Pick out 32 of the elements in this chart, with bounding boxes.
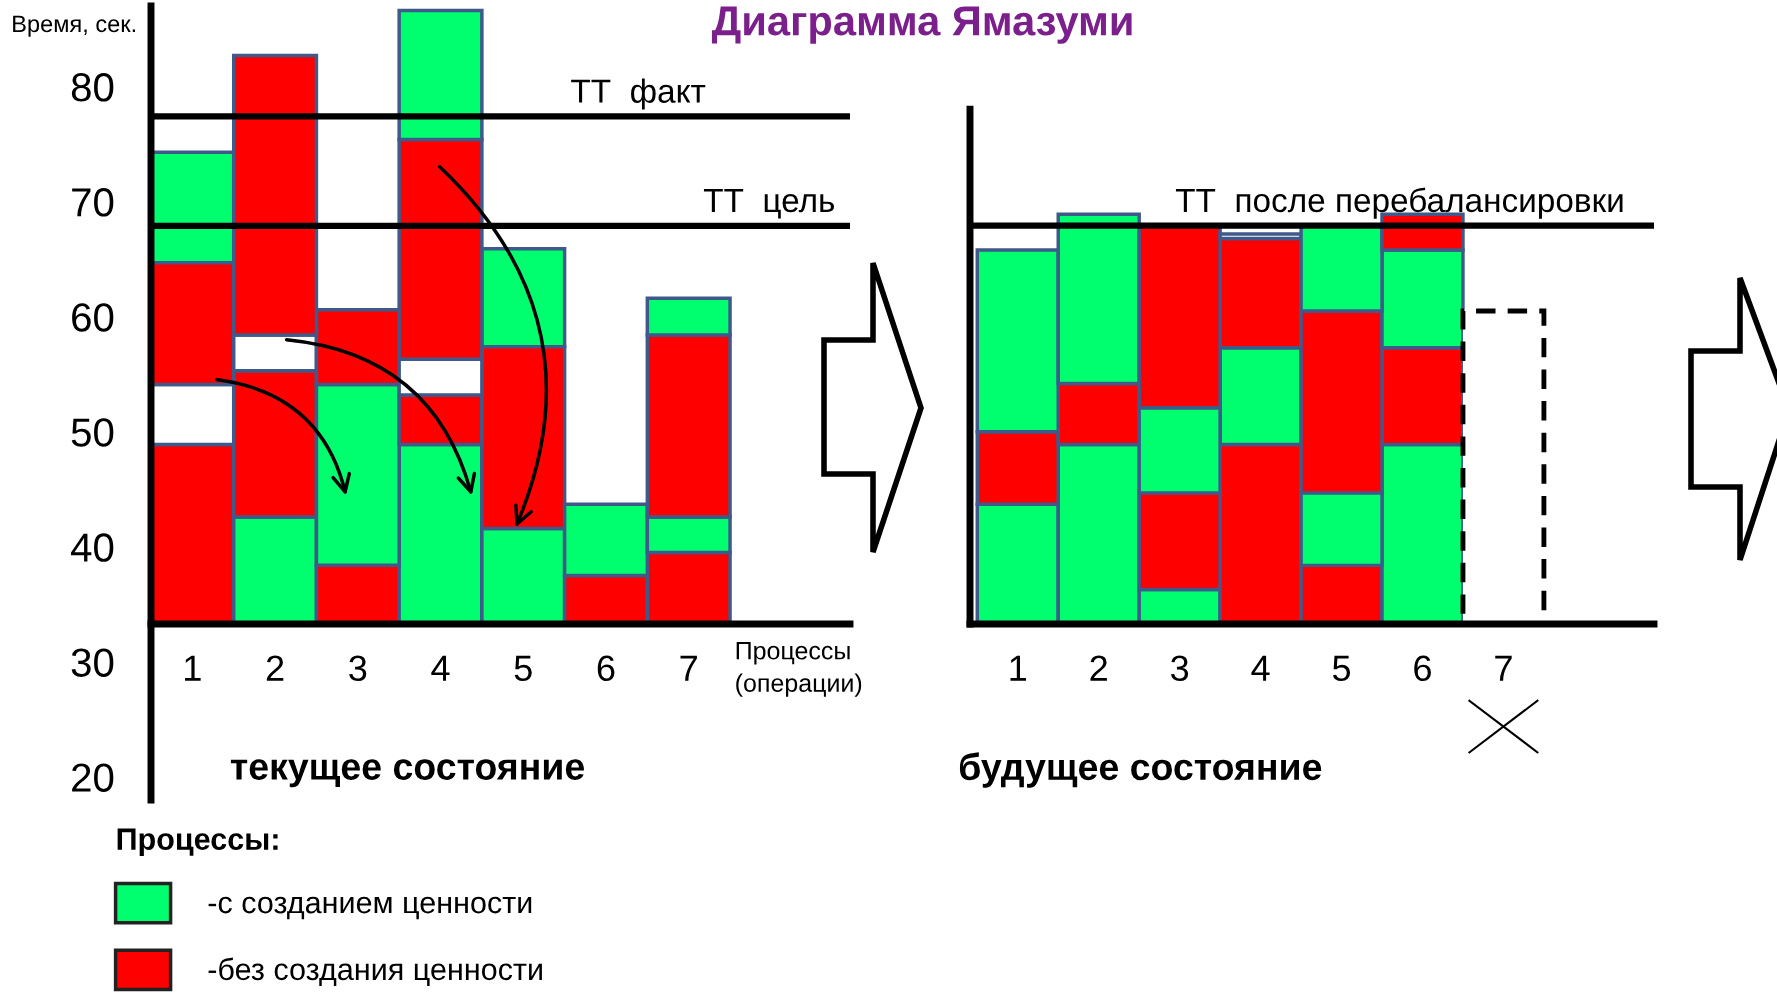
legend-label: -с созданием ценности: [208, 896, 532, 920]
x-tick-label: 4: [431, 655, 450, 681]
y-tick-label: 60: [72, 303, 114, 332]
ref-line-label: ТТ цель: [703, 189, 835, 219]
x-tick-label: 7: [1495, 655, 1512, 681]
x-tick-label: 1: [1010, 655, 1027, 681]
ref-line-label: ТТ после перебалансировки: [1175, 187, 1623, 219]
x-axis-title: текущее состояние: [230, 759, 584, 788]
y-tick-label: 20: [72, 763, 114, 792]
x-axis-title: будущее состояние: [959, 752, 1322, 788]
y-tick-label: 40: [71, 533, 114, 562]
y-tick-label: 80: [71, 73, 114, 102]
x-tick-label: 6: [1414, 655, 1431, 682]
x-tick-label: 5: [1332, 655, 1351, 682]
legend-title: Процессы:: [117, 828, 278, 856]
x-tick-label: 3: [1170, 655, 1189, 682]
y-tick-label: 30: [71, 648, 114, 677]
y-axis-title: Время, сек.: [13, 15, 136, 37]
x-tick-label: 5: [514, 655, 532, 682]
ref-line-label: ТТ факт: [571, 78, 706, 110]
y-tick-label: 50: [71, 418, 114, 447]
text: Диаграмма Ямазуми: [711, 6, 1132, 44]
y-tick-label: 70: [72, 188, 114, 217]
x-tick-label: 2: [266, 655, 284, 681]
x-tick-label: 7: [680, 655, 697, 681]
text: Процессы (операции): [736, 642, 862, 697]
x-tick-label: 3: [349, 655, 367, 682]
x-tick-label: 4: [1251, 655, 1270, 681]
x-tick-label: 1: [185, 655, 201, 681]
x-tick-label: 2: [1090, 655, 1107, 681]
x-tick-label: 6: [597, 655, 615, 682]
legend-label: -без создания ценности: [208, 957, 542, 986]
